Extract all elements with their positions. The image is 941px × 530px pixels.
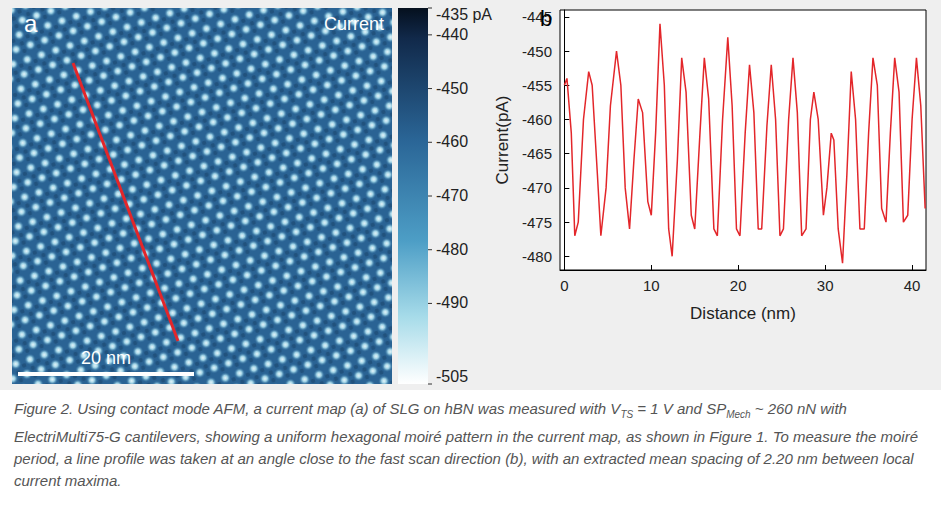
svg-text:10: 10 <box>643 277 660 294</box>
svg-text:-490: -490 <box>436 294 468 311</box>
svg-text:-470: -470 <box>436 187 468 204</box>
svg-text:30: 30 <box>817 277 834 294</box>
svg-text:-450: -450 <box>522 43 552 60</box>
svg-text:40: 40 <box>904 277 921 294</box>
svg-text:-460: -460 <box>522 111 552 128</box>
svg-text:a: a <box>24 10 38 37</box>
svg-text:-480: -480 <box>522 248 552 265</box>
svg-text:-460: -460 <box>436 133 468 150</box>
svg-text:-465: -465 <box>522 145 552 162</box>
svg-text:-435 pA: -435 pA <box>436 6 492 23</box>
svg-text:20 nm: 20 nm <box>81 348 131 368</box>
svg-text:Current: Current <box>324 14 384 34</box>
svg-text:-440: -440 <box>436 26 468 43</box>
svg-text:-505: -505 <box>436 368 468 385</box>
svg-text:-480: -480 <box>436 241 468 258</box>
svg-text:20: 20 <box>730 277 747 294</box>
svg-text:-455: -455 <box>522 77 552 94</box>
svg-text:-475: -475 <box>522 214 552 231</box>
svg-text:Current(pA): Current(pA) <box>493 96 512 185</box>
svg-text:Distance (nm): Distance (nm) <box>690 304 796 323</box>
svg-text:-470: -470 <box>522 179 552 196</box>
svg-text:0: 0 <box>560 277 568 294</box>
svg-text:-450: -450 <box>436 80 468 97</box>
